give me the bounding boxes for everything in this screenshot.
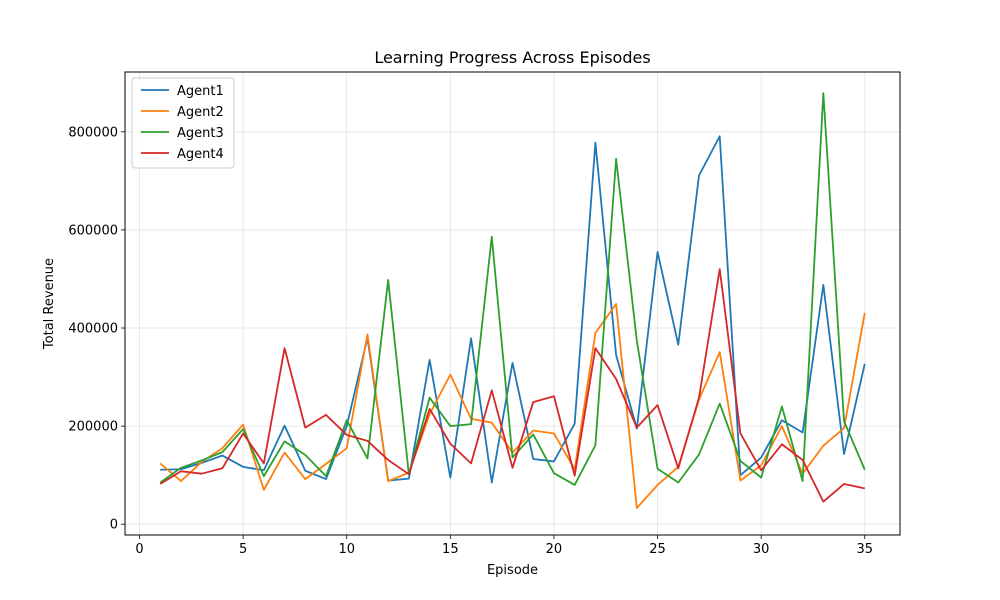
- x-tick-label: 35: [856, 542, 873, 557]
- legend-label-agent4: Agent4: [177, 147, 224, 162]
- y-tick-label: 800000: [68, 125, 118, 140]
- legend: Agent1 Agent2 Agent3 Agent4: [131, 77, 235, 169]
- axis-ticks: 0 5 10 15 20 25 30 35 0 200000 400000 600000 800000: [68, 125, 873, 557]
- series-line-agent3: [159, 92, 866, 486]
- x-tick-label: 0: [135, 542, 143, 557]
- x-tick-label: 25: [649, 542, 666, 557]
- x-tick-label: 15: [442, 542, 459, 557]
- legend-label-agent2: Agent2: [177, 105, 224, 120]
- series-line-agent4: [159, 268, 865, 503]
- x-tick-label: 5: [239, 542, 247, 557]
- x-tick-label: 10: [338, 542, 355, 557]
- y-tick-label: 0: [110, 518, 118, 533]
- series-line-agent1: [160, 135, 866, 484]
- y-tick-label: 600000: [68, 223, 118, 238]
- series-lines: [159, 92, 866, 509]
- plot-area-frame: [124, 71, 901, 536]
- chart-title: Learning Progress Across Episodes: [374, 48, 650, 67]
- y-tick-label: 400000: [68, 322, 118, 337]
- legend-label-agent3: Agent3: [177, 126, 224, 141]
- legend-label-agent1: Agent1: [177, 84, 224, 99]
- x-tick-label: 20: [546, 542, 563, 557]
- grid-lines: [125, 72, 900, 535]
- legend-box: [131, 77, 235, 169]
- y-axis-title: Total Revenue: [42, 258, 57, 350]
- x-tick-label: 30: [753, 542, 770, 557]
- y-tick-label: 200000: [68, 420, 118, 435]
- x-axis-title: Episode: [487, 563, 538, 578]
